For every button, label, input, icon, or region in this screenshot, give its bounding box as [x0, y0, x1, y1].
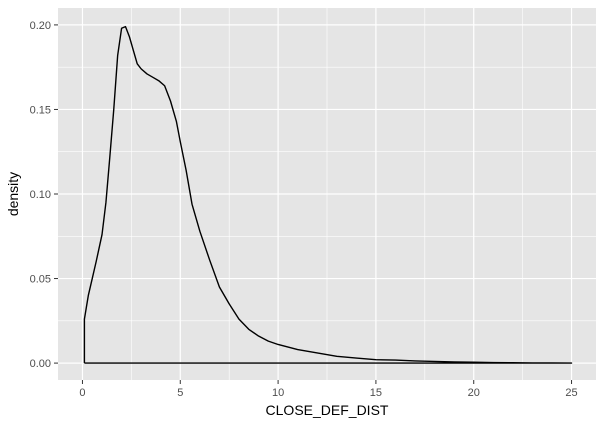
y-axis-ticks: 0.00 0.05 0.10 0.15 0.20	[30, 20, 58, 370]
x-tick-label: 20	[468, 387, 480, 399]
x-axis-title: CLOSE_DEF_DIST	[266, 402, 389, 418]
x-tick-label: 15	[370, 387, 382, 399]
y-axis-title: density	[5, 172, 21, 216]
y-tick-label: 0.05	[30, 274, 51, 286]
y-tick-label: 0.15	[30, 104, 51, 116]
y-tick-label: 0.00	[30, 358, 51, 370]
x-tick-label: 10	[272, 387, 284, 399]
density-curve	[83, 25, 573, 364]
y-tick-label: 0.20	[30, 20, 51, 32]
x-tick-label: 5	[177, 387, 183, 399]
x-tick-label: 0	[79, 387, 85, 399]
x-axis-ticks: 0 5 10 15 20 25	[79, 380, 578, 399]
y-tick-label: 0.10	[30, 189, 51, 201]
x-tick-label: 25	[565, 387, 577, 399]
